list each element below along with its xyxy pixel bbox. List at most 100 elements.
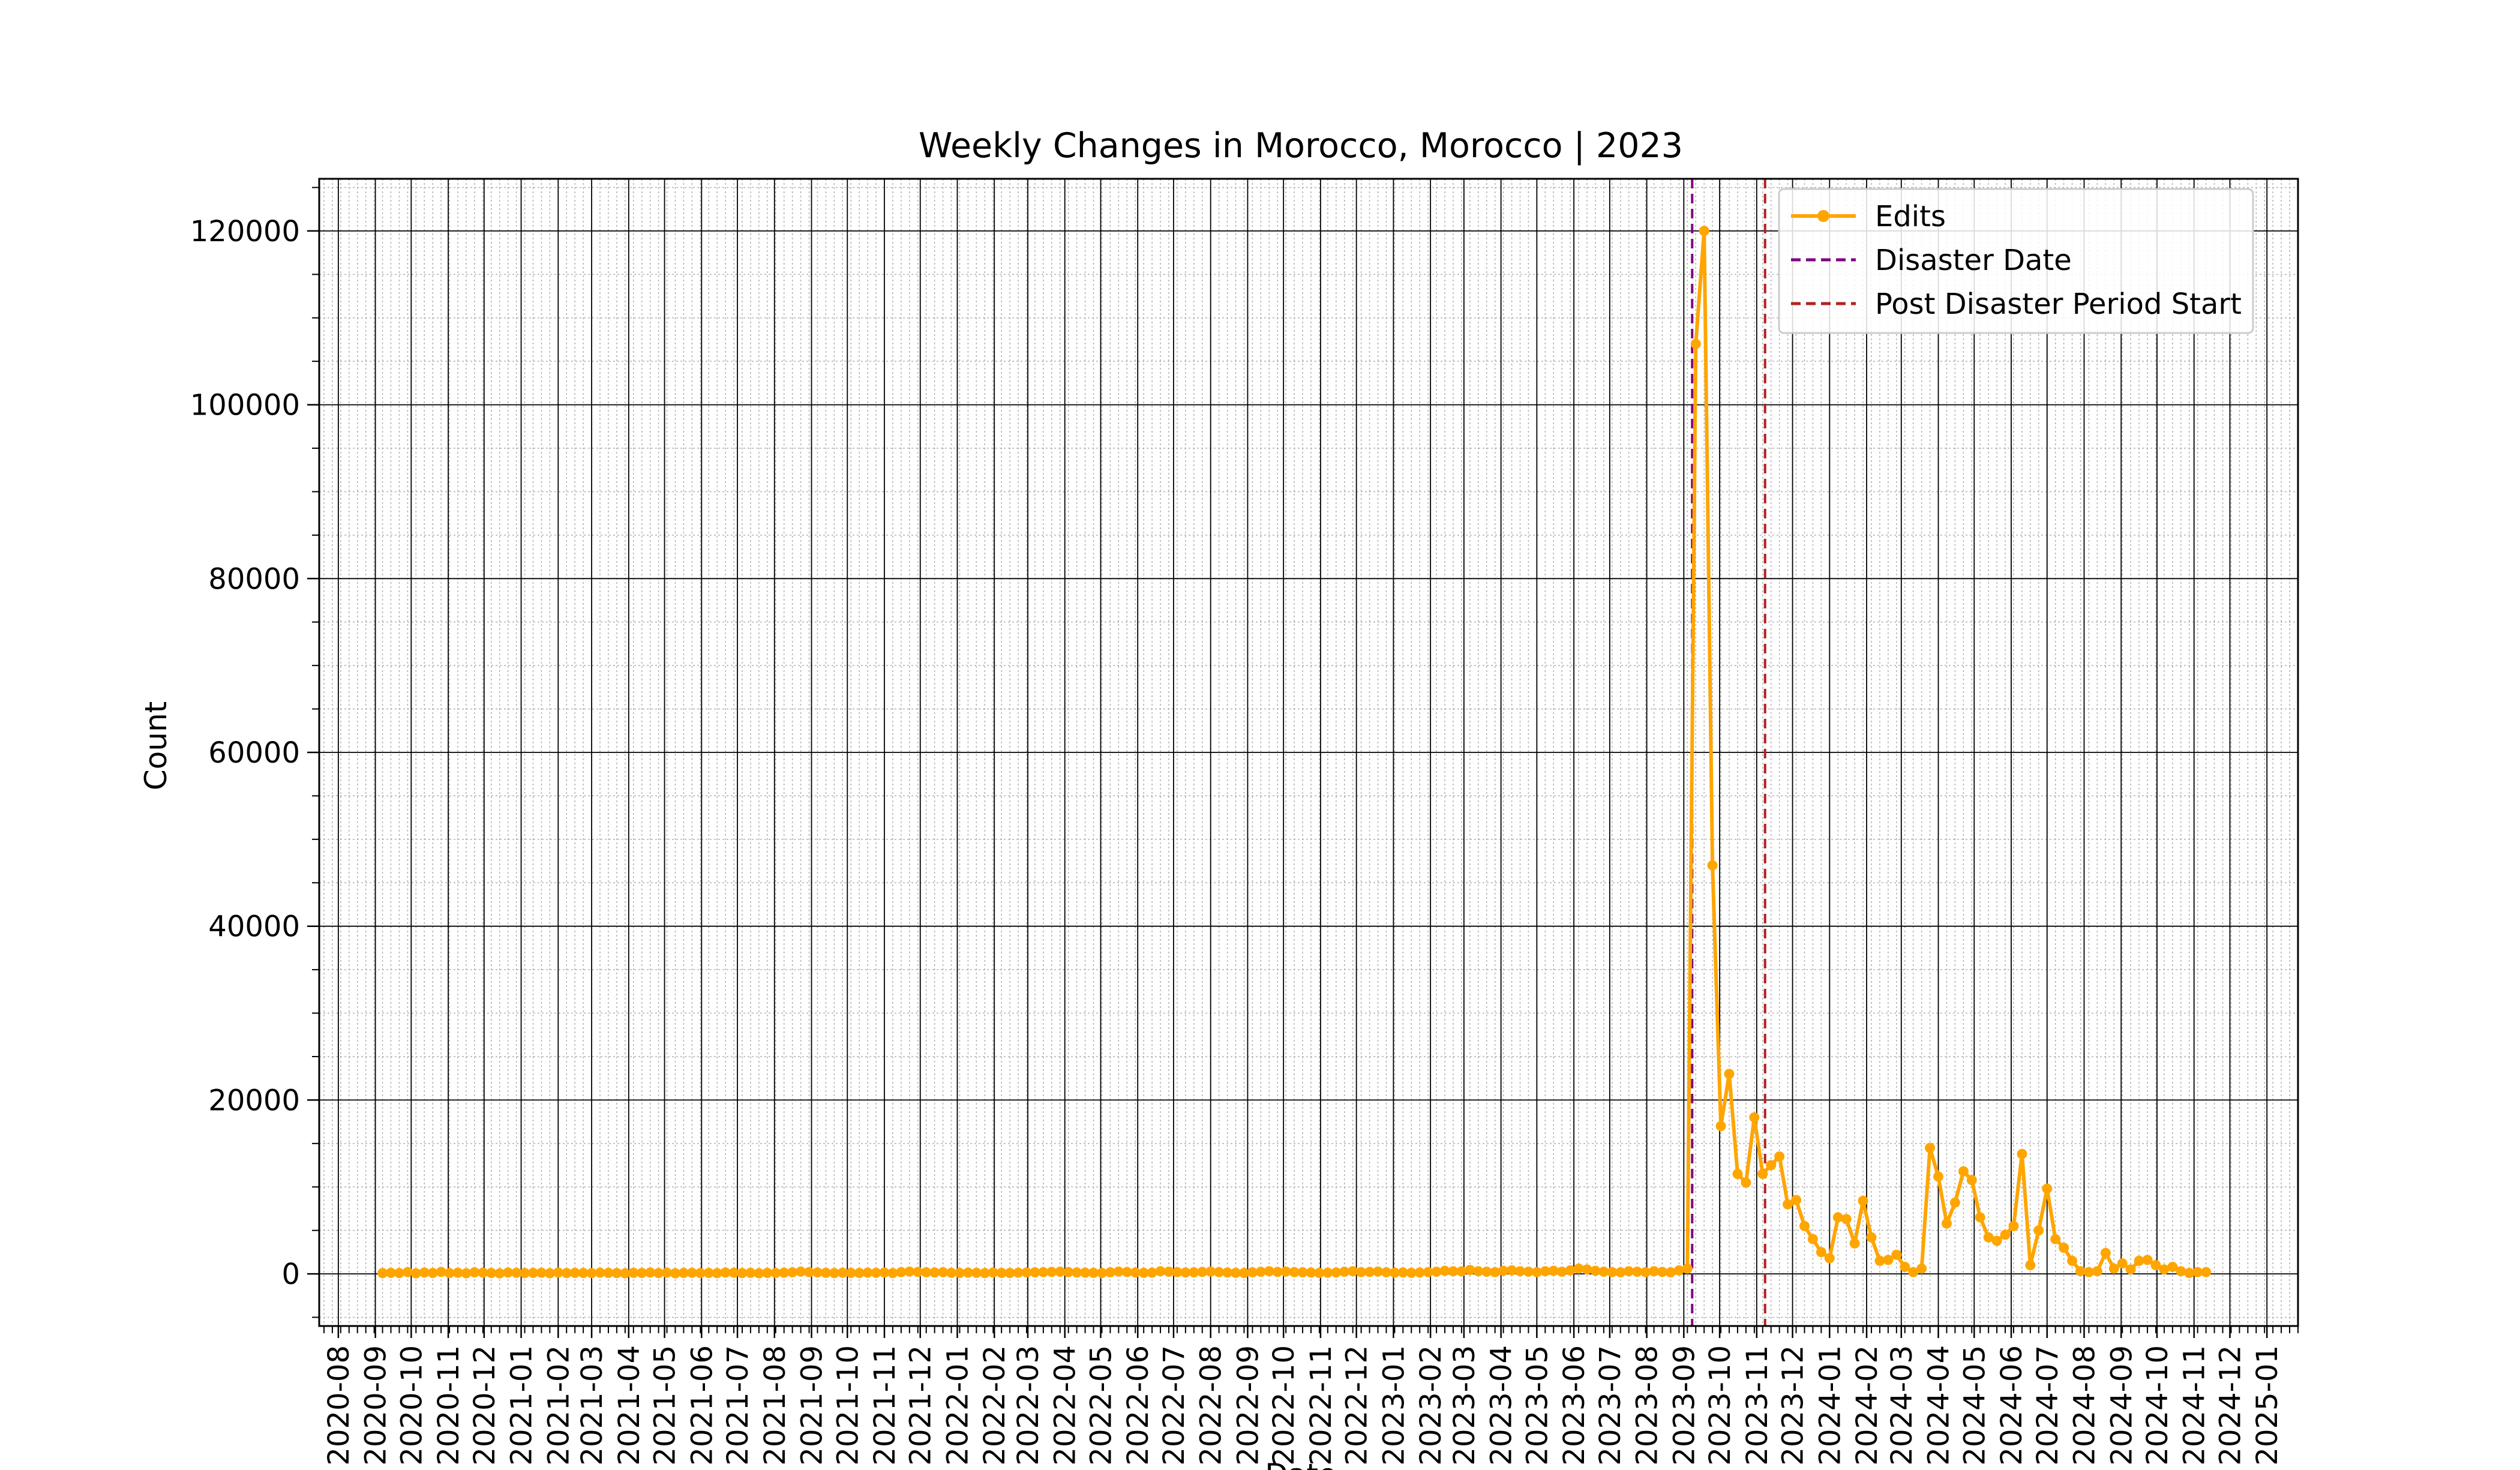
y-axis-ticks: 0 20000 40000 60000 80000 100000 120000 bbox=[190, 187, 319, 1318]
x-tick-label: 2020-09 bbox=[359, 1345, 393, 1466]
y-tick-label: 100000 bbox=[190, 389, 300, 422]
data-point bbox=[2142, 1255, 2153, 1265]
x-tick-label: 2022-12 bbox=[1340, 1345, 1374, 1466]
data-point bbox=[1565, 1265, 1576, 1276]
data-point bbox=[1163, 1267, 1174, 1277]
data-point bbox=[837, 1267, 848, 1278]
data-point bbox=[1255, 1267, 1266, 1277]
data-point bbox=[1473, 1266, 1484, 1277]
data-point bbox=[1431, 1267, 1442, 1277]
data-point bbox=[1373, 1266, 1383, 1277]
data-point bbox=[862, 1267, 873, 1278]
x-tick-label: 2024-06 bbox=[1995, 1345, 2029, 1466]
data-point bbox=[762, 1268, 773, 1278]
data-point bbox=[1515, 1266, 1525, 1277]
legend: Edits Disaster Date Post Disaster Period… bbox=[1778, 188, 2254, 334]
data-point bbox=[1908, 1267, 1919, 1277]
data-point bbox=[1381, 1267, 1391, 1277]
x-tick-label: 2023-10 bbox=[1703, 1345, 1737, 1466]
data-point bbox=[394, 1268, 404, 1279]
data-point bbox=[2033, 1225, 2044, 1236]
data-point bbox=[1013, 1267, 1024, 1278]
data-point bbox=[737, 1268, 748, 1279]
data-point bbox=[1038, 1267, 1049, 1277]
x-tick-label: 2022-05 bbox=[1084, 1345, 1118, 1466]
data-point bbox=[1406, 1267, 1417, 1278]
data-point bbox=[829, 1268, 839, 1279]
data-point bbox=[1004, 1268, 1015, 1279]
x-tick-label: 2024-01 bbox=[1813, 1345, 1847, 1466]
data-point bbox=[1582, 1264, 1592, 1275]
data-point bbox=[2050, 1234, 2061, 1244]
data-point bbox=[2201, 1267, 2212, 1277]
x-tick-label: 2023-09 bbox=[1667, 1345, 1701, 1466]
legend-label-post-disaster: Post Disaster Period Start bbox=[1875, 287, 2242, 321]
data-point bbox=[1665, 1267, 1676, 1277]
data-point bbox=[1766, 1160, 1777, 1171]
data-point bbox=[845, 1268, 856, 1278]
data-point bbox=[2176, 1266, 2186, 1277]
data-point bbox=[1682, 1263, 1693, 1274]
data-point bbox=[1849, 1238, 1860, 1249]
x-tick-label: 2022-10 bbox=[1267, 1345, 1301, 1466]
data-point bbox=[971, 1267, 982, 1278]
x-tick-label: 2021-01 bbox=[505, 1345, 539, 1466]
data-point bbox=[695, 1268, 706, 1279]
data-point bbox=[1507, 1265, 1517, 1276]
data-point bbox=[1155, 1266, 1166, 1277]
x-tick-label: 2021-11 bbox=[868, 1345, 902, 1466]
data-point bbox=[1573, 1263, 1584, 1274]
data-point bbox=[2042, 1183, 2053, 1194]
x-tick-label: 2024-11 bbox=[2178, 1345, 2212, 1466]
x-tick-label: 2021-04 bbox=[613, 1345, 646, 1466]
data-point bbox=[486, 1268, 497, 1279]
data-point bbox=[1548, 1265, 1559, 1276]
data-point bbox=[1799, 1220, 1810, 1231]
data-point bbox=[1130, 1267, 1141, 1278]
data-point bbox=[879, 1267, 890, 1278]
legend-label-disaster-date: Disaster Date bbox=[1875, 244, 2072, 277]
data-point bbox=[494, 1268, 505, 1279]
data-point bbox=[1389, 1267, 1400, 1278]
data-point bbox=[1306, 1267, 1316, 1278]
data-point bbox=[2108, 1263, 2119, 1274]
data-point bbox=[1966, 1175, 1977, 1186]
data-point bbox=[2100, 1247, 2111, 1258]
data-point bbox=[2117, 1258, 2128, 1269]
data-point bbox=[1138, 1267, 1149, 1278]
data-point bbox=[2059, 1243, 2069, 1253]
x-tick-label: 2022-02 bbox=[978, 1345, 1012, 1466]
data-point bbox=[929, 1267, 940, 1278]
x-tick-label: 2021-07 bbox=[721, 1345, 755, 1466]
data-point bbox=[2167, 1262, 2178, 1272]
x-tick-label: 2022-09 bbox=[1231, 1345, 1265, 1466]
x-tick-label: 2020-12 bbox=[468, 1345, 502, 1466]
data-point bbox=[1707, 860, 1718, 871]
data-point bbox=[1523, 1267, 1534, 1277]
data-point bbox=[1715, 1121, 1726, 1132]
data-point bbox=[728, 1267, 739, 1278]
x-tick-label: 2023-11 bbox=[1741, 1345, 1774, 1466]
data-point bbox=[686, 1267, 697, 1278]
data-point bbox=[1975, 1212, 1985, 1223]
data-point bbox=[662, 1267, 672, 1278]
data-point bbox=[703, 1268, 714, 1279]
x-tick-label: 2020-10 bbox=[395, 1345, 428, 1466]
data-point bbox=[653, 1268, 664, 1279]
data-point bbox=[1055, 1267, 1066, 1277]
data-point bbox=[1732, 1169, 1743, 1179]
data-point bbox=[1364, 1267, 1375, 1277]
data-point bbox=[1180, 1267, 1191, 1278]
data-point bbox=[595, 1267, 605, 1278]
x-tick-label: 2021-06 bbox=[685, 1345, 719, 1466]
x-tick-label: 2022-01 bbox=[941, 1345, 974, 1466]
data-point bbox=[1891, 1249, 1902, 1260]
data-point bbox=[1690, 338, 1701, 349]
data-point bbox=[1247, 1267, 1258, 1277]
x-tick-label: 2020-08 bbox=[322, 1345, 356, 1466]
data-point bbox=[511, 1267, 522, 1278]
data-point bbox=[452, 1267, 463, 1278]
data-point bbox=[1749, 1112, 1760, 1123]
data-point bbox=[1021, 1267, 1032, 1278]
